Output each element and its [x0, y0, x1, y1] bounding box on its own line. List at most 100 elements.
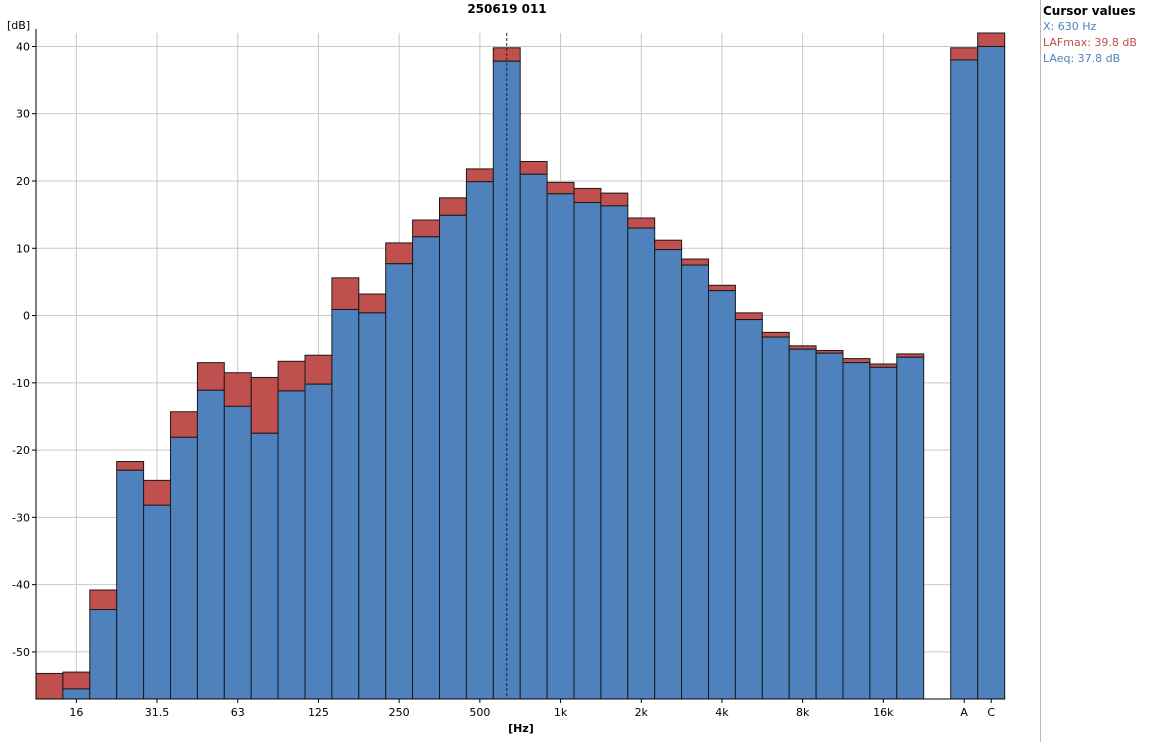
- spectrum-chart[interactable]: 250619 011 [dB] [Hz] -50 -40 -30 -20 -10 0 10 2…: [0, 0, 1040, 742]
- bar-lafmax-2k: [627, 217, 656, 229]
- bar-laeq-12-5k: [842, 362, 871, 700]
- bar-laeq-overall-a: [950, 59, 979, 700]
- bar-laeq-800: [519, 173, 548, 700]
- x-tick-label-16k: 16k: [873, 706, 894, 719]
- bar-lafmax-4k: [708, 284, 736, 292]
- bar-laeq-400: [439, 214, 467, 700]
- bar-laeq-2-5k: [654, 249, 683, 700]
- bars: [35, 32, 1006, 700]
- x-axis-unit: [Hz]: [508, 722, 534, 735]
- bar-laeq-4k: [708, 290, 736, 700]
- axes: -50 -40 -30 -20 -10 0 10 20 30 40 16 31.5 63 125 250 50…: [12, 29, 1005, 719]
- bar-laeq-315: [412, 236, 441, 700]
- y-tick-label: -30: [12, 511, 30, 524]
- bar-laeq-16: [62, 688, 91, 700]
- bar-lafmax-8k: [788, 345, 817, 350]
- x-tick-label-250: 250: [389, 706, 410, 719]
- bar-lafmax-1-6k: [600, 192, 629, 207]
- x-tick-label-2k: 2k: [635, 706, 649, 719]
- y-tick-label: -20: [12, 444, 30, 457]
- bar-laeq-1-25k: [573, 202, 602, 700]
- bar-lafmax-250: [385, 242, 414, 265]
- bar-laeq-80: [250, 432, 279, 700]
- bar-lafmax-20: [89, 589, 118, 611]
- bar-lafmax-3-15k: [681, 258, 709, 266]
- cursor-laeq-value: LAeq: 37.8 dB: [1043, 52, 1121, 65]
- bar-laeq-8k: [788, 348, 817, 700]
- bar-lafmax-2-5k: [654, 239, 683, 251]
- bar-lafmax-400: [439, 197, 467, 216]
- x-tick-label-500: 500: [469, 706, 490, 719]
- y-tick-label: 40: [16, 40, 30, 53]
- bar-lafmax-500: [465, 168, 494, 183]
- bar-lafmax-5k: [734, 312, 763, 321]
- x-tick-label-16: 16: [69, 706, 83, 719]
- bar-laeq-1-6k: [600, 205, 629, 700]
- bar-lafmax-1-25k: [573, 187, 602, 204]
- bar-lafmax-800: [519, 160, 548, 175]
- bar-laeq-6-3k: [761, 336, 790, 700]
- chart-canvas[interactable]: 250619 011 [dB] [Hz] -50 -40 -30 -20 -10 0 10 2…: [0, 0, 1040, 742]
- bar-laeq-500: [465, 181, 494, 700]
- bar-lafmax-overall-c: [977, 32, 1006, 47]
- bar-laeq-1k: [546, 193, 575, 700]
- bar-laeq-250: [385, 263, 414, 700]
- bar-lafmax-16: [62, 671, 91, 690]
- y-tick-label: -10: [12, 377, 30, 390]
- bar-lafmax-160: [331, 277, 360, 310]
- bar-lafmax-50: [196, 362, 225, 391]
- bar-lafmax-6-3k: [761, 331, 790, 338]
- cursor-values-title: Cursor values: [1043, 4, 1136, 18]
- bar-laeq-63: [223, 405, 252, 700]
- y-tick-label: 10: [16, 242, 30, 255]
- bar-laeq-31-5: [143, 504, 172, 700]
- bar-lafmax-12-5: [35, 672, 64, 700]
- bar-laeq-5k: [734, 319, 763, 700]
- cursor-values-panel: Cursor values X: 630 Hz LAFmax: 39.8 dB …: [1040, 0, 1149, 742]
- cursor-lafmax-value: LAFmax: 39.8 dB: [1043, 36, 1137, 49]
- bar-lafmax-1k: [546, 181, 575, 195]
- bar-lafmax-overall-a: [950, 47, 979, 61]
- y-tick-label: -50: [12, 646, 30, 659]
- bar-laeq-overall-c: [977, 45, 1006, 700]
- x-tick-label-c: C: [987, 706, 995, 719]
- bar-laeq-25: [116, 469, 145, 700]
- x-tick-label-31-5: 31.5: [145, 706, 170, 719]
- y-tick-label: 20: [16, 175, 30, 188]
- bar-lafmax-12-5k: [842, 358, 871, 364]
- bar-laeq-100: [277, 390, 306, 700]
- bar-lafmax-125: [304, 354, 333, 385]
- x-tick-label-125: 125: [308, 706, 329, 719]
- bar-lafmax-20k: [896, 353, 925, 358]
- bar-laeq-160: [331, 308, 360, 700]
- bar-laeq-20k: [896, 356, 925, 700]
- y-tick-label: 30: [16, 108, 30, 121]
- bar-laeq-10k: [815, 352, 844, 700]
- bar-laeq-50: [196, 389, 225, 700]
- bar-laeq-2k: [627, 227, 656, 700]
- bar-laeq-125: [304, 383, 333, 700]
- cursor-x-value: X: 630 Hz: [1043, 20, 1097, 33]
- bar-lafmax-25: [116, 461, 145, 471]
- bar-lafmax-31-5: [143, 479, 172, 506]
- bar-lafmax-315: [412, 219, 441, 238]
- x-tick-label-4k: 4k: [715, 706, 729, 719]
- x-tick-label-a: A: [960, 706, 968, 719]
- bar-laeq-40: [170, 436, 198, 700]
- y-axis-unit: [dB]: [7, 19, 30, 32]
- bar-laeq-16k: [869, 366, 898, 700]
- x-tick-label-1k: 1k: [554, 706, 568, 719]
- y-tick-label: 0: [23, 310, 30, 323]
- x-tick-label-8k: 8k: [796, 706, 810, 719]
- chart-title: 250619 011: [467, 2, 546, 16]
- bar-lafmax-16k: [869, 363, 898, 368]
- bar-lafmax-100: [277, 360, 306, 392]
- bar-laeq-20: [89, 609, 118, 700]
- bar-lafmax-200: [358, 293, 387, 314]
- y-tick-label: -40: [12, 579, 30, 592]
- bar-laeq-200: [358, 312, 387, 700]
- bar-lafmax-80: [250, 376, 279, 434]
- x-tick-label-63: 63: [231, 706, 245, 719]
- bar-lafmax-63: [223, 372, 252, 407]
- bar-laeq-3-15k: [681, 264, 709, 700]
